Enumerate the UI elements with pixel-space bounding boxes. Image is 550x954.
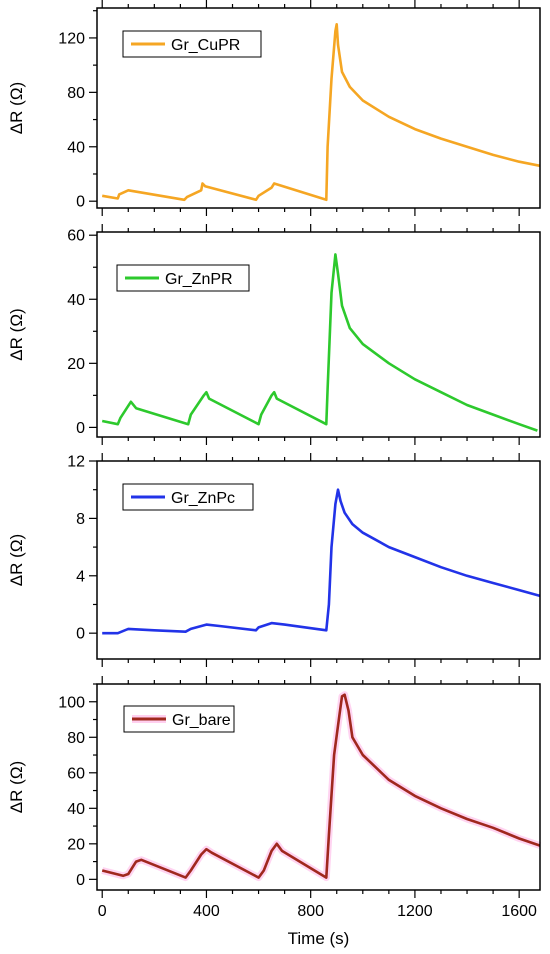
x-tick-label: 1200 [397, 903, 433, 920]
y-tick-label: 40 [67, 139, 85, 156]
y-tick-label: 80 [67, 730, 85, 747]
y-tick-label: 40 [67, 292, 85, 309]
y-axis-label: ΔR (Ω) [7, 534, 26, 586]
x-axis-label: Time (s) [288, 929, 350, 948]
y-tick-label: 0 [76, 194, 85, 211]
y-tick-label: 0 [76, 420, 85, 437]
series-line-Gr_ZnPc [102, 488, 541, 635]
y-tick-label: 60 [67, 765, 85, 782]
plot-frame [96, 231, 541, 438]
legend-label: Gr_CuPR [171, 37, 240, 54]
legend: Gr_ZnPR [116, 264, 250, 292]
chart-panel-4: 0 20 40 60 80 100 0 400 800 1200 1600 ΔR (Ω) Time (s… [7, 676, 542, 948]
legend-label: Gr_bare [172, 712, 231, 729]
chart-panel-3: 0 4 8 12 ΔR (Ω) Gr_ZnPc [7, 453, 541, 667]
x-tick-label: 800 [297, 903, 324, 920]
y-tick-label: 12 [67, 454, 85, 471]
y-tick-label: 120 [58, 30, 85, 47]
y-tick-label: 20 [67, 356, 85, 373]
y-tick-label: 8 [76, 511, 85, 528]
legend: Gr_ZnPc [122, 483, 254, 511]
y-tick-label: 20 [67, 836, 85, 853]
plot-frame [96, 7, 541, 209]
series-line-Gr_bare [101, 693, 541, 879]
y-tick-label: 0 [76, 626, 85, 643]
x-tick-label: 1600 [501, 903, 537, 920]
chart-panel-1: 0 40 80 120 ΔR (Ω) Gr_CuPR [7, 0, 541, 216]
legend: Gr_CuPR [122, 30, 262, 58]
x-tick-label: 400 [193, 903, 220, 920]
y-tick-label: 0 [76, 872, 85, 889]
legend-label: Gr_ZnPR [165, 271, 233, 288]
y-tick-label: 40 [67, 801, 85, 818]
y-tick-label: 100 [58, 694, 85, 711]
x-tick-label: 0 [98, 903, 107, 920]
series-line-Gr_ZnPR [101, 253, 538, 432]
y-axis-label: ΔR (Ω) [7, 761, 26, 813]
y-tick-label: 60 [67, 228, 85, 245]
y-tick-label: 80 [67, 85, 85, 102]
plot-frame [96, 683, 541, 891]
y-tick-label: 4 [76, 568, 85, 585]
y-axis-label: ΔR (Ω) [7, 82, 26, 134]
chart-panel-2: 0 20 40 60 ΔR (Ω) Gr_ZnPR [7, 224, 541, 445]
plot-frame [96, 460, 541, 660]
legend-label: Gr_ZnPc [171, 490, 235, 507]
y-axis-label: ΔR (Ω) [7, 308, 26, 360]
legend: Gr_bare [123, 705, 235, 733]
series-line-Gr_CuPR [101, 23, 541, 202]
